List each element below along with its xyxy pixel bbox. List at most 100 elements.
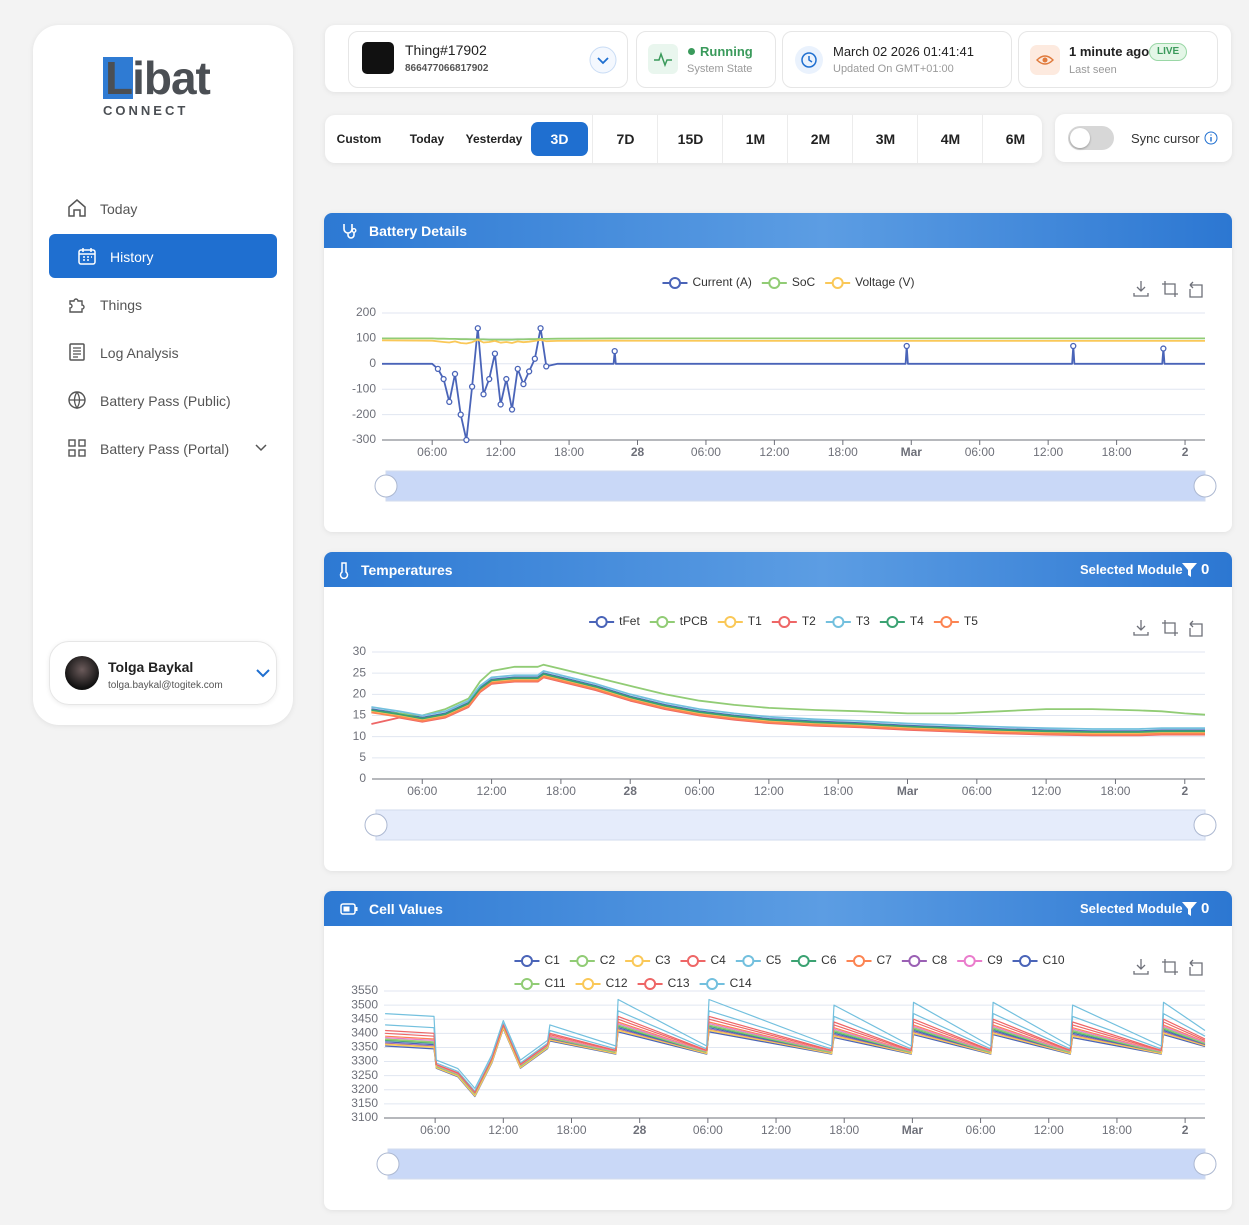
zoom-handle[interactable] [376, 1152, 400, 1176]
y-tick-label: 3150 [351, 1096, 378, 1110]
legend-label: SoC [792, 275, 816, 289]
info-icon[interactable] [1204, 131, 1218, 145]
legend-item[interactable]: C1 [514, 953, 560, 967]
legend-item[interactable]: Current (A) [662, 275, 752, 289]
thing-name: Thing#17902 [405, 42, 487, 58]
x-tick-label: 28 [633, 1123, 647, 1137]
user-card[interactable]: Tolga Baykal tolga.baykal@togitek.com [49, 641, 277, 705]
data-point [457, 411, 464, 418]
zoom-icon[interactable] [1162, 281, 1178, 297]
filter-icon[interactable] [1182, 901, 1197, 916]
range-option[interactable]: 6M [982, 115, 1048, 163]
x-tick-label: 18:00 [1102, 1123, 1132, 1137]
legend-item[interactable]: C10 [1012, 953, 1065, 967]
filter-label[interactable]: Selected Module [1080, 562, 1183, 577]
x-tick-label: 12:00 [754, 784, 784, 798]
zoom-slider[interactable] [375, 809, 1206, 841]
legend-symbol [742, 955, 755, 967]
legend-item[interactable]: C8 [901, 953, 948, 967]
range-option[interactable]: 7D [592, 115, 658, 163]
download-icon[interactable] [1133, 959, 1149, 975]
data-point [446, 398, 453, 406]
legend-item[interactable]: SoC [761, 275, 816, 289]
x-tick-label: 06:00 [417, 445, 447, 459]
sync-toggle[interactable] [1068, 126, 1114, 150]
legend-symbol [520, 955, 533, 967]
range-option[interactable]: 2M [787, 115, 853, 163]
legend-item[interactable]: C14 [699, 976, 752, 990]
legend-item[interactable]: C9 [957, 953, 1003, 967]
range-option[interactable]: Custom [325, 115, 393, 163]
state-value: Running [700, 44, 753, 59]
x-tick-label: Mar [897, 784, 919, 798]
legend-item[interactable]: tFet [589, 614, 640, 628]
legend-item[interactable]: C6 [791, 953, 837, 967]
zoom-handle[interactable] [1193, 813, 1217, 837]
legend-item[interactable]: C11 [514, 976, 566, 990]
legend-item[interactable]: T2 [771, 614, 816, 628]
legend-item[interactable]: C4 [680, 953, 726, 967]
range-option[interactable]: Yesterday [461, 115, 527, 163]
y-tick-label: -100 [352, 381, 376, 395]
nav-item[interactable]: Battery Pass (Portal) [49, 426, 277, 470]
reset-icon[interactable] [1189, 620, 1203, 637]
legend-item[interactable]: C7 [846, 953, 893, 967]
zoom-icon[interactable] [1162, 620, 1178, 636]
nav-item[interactable]: History [49, 234, 277, 278]
range-option[interactable]: 1M [722, 115, 788, 163]
thing-id: 866477066817902 [405, 63, 489, 74]
filter-icon[interactable] [1182, 562, 1197, 577]
legend: C1 C2 C3 C4 C5 C6 C7 C8 C9 C10 C11 C12 C13 C14 [514, 953, 1065, 990]
reset-icon[interactable] [1189, 281, 1203, 298]
series-line [382, 337, 1205, 341]
nav-item[interactable]: Log Analysis [49, 330, 277, 374]
legend-item[interactable]: T4 [879, 614, 924, 628]
zoom-handle[interactable] [1193, 1152, 1217, 1176]
user-avatar [65, 656, 99, 690]
legend-item[interactable]: T5 [933, 614, 978, 628]
thing-dropdown[interactable] [589, 46, 617, 74]
sidebar: Libat CONNECT Today History Things Log Anal… [33, 25, 293, 725]
legend-symbol [631, 955, 644, 967]
zoom-handle[interactable] [364, 813, 388, 837]
legend-item[interactable]: Voltage (V) [825, 275, 915, 289]
zoom-handle[interactable] [374, 474, 398, 498]
nav-label: History [110, 249, 154, 265]
reset-icon[interactable] [1189, 959, 1203, 976]
nav-item[interactable]: Things [49, 282, 277, 326]
y-tick-label: 3100 [351, 1110, 378, 1124]
legend-item[interactable]: C12 [575, 976, 628, 990]
legend-item[interactable]: T3 [825, 614, 870, 628]
zoom-handle[interactable] [1193, 474, 1217, 498]
legend-item[interactable]: C3 [625, 953, 671, 967]
nav-label: Battery Pass (Portal) [100, 441, 230, 457]
zoom-icon[interactable] [1162, 959, 1178, 975]
y-tick-label: 3200 [351, 1082, 378, 1096]
range-active-bg [531, 122, 588, 156]
zoom-slider[interactable] [387, 1148, 1206, 1180]
x-tick-label: 18:00 [828, 445, 858, 459]
legend-label: C5 [766, 953, 782, 967]
range-option[interactable]: 15D [657, 115, 723, 163]
download-icon[interactable] [1133, 620, 1149, 636]
range-option[interactable]: 3D [527, 115, 592, 163]
legend-item[interactable]: C13 [637, 976, 690, 990]
x-tick-label: 12:00 [759, 445, 789, 459]
legend-item[interactable]: C2 [569, 953, 616, 967]
y-tick-label: 20 [353, 687, 367, 701]
nav-item[interactable]: Battery Pass (Public) [49, 378, 277, 422]
legend-item[interactable]: T1 [717, 614, 762, 628]
thing-selector[interactable]: Thing#17902 866477066817902 [348, 31, 628, 88]
thermometer-icon [339, 562, 349, 579]
range-option[interactable]: Today [393, 115, 461, 163]
data-point [611, 347, 618, 355]
legend-item[interactable]: tPCB [649, 614, 708, 628]
nav-item[interactable]: Today [49, 186, 277, 230]
range-option[interactable]: 3M [852, 115, 918, 163]
filter-label[interactable]: Selected Module [1080, 901, 1183, 916]
range-option[interactable]: 4M [917, 115, 983, 163]
legend-symbol [582, 978, 595, 990]
legend-item[interactable]: C5 [735, 953, 782, 967]
zoom-slider[interactable] [385, 470, 1206, 502]
download-icon[interactable] [1133, 281, 1149, 297]
